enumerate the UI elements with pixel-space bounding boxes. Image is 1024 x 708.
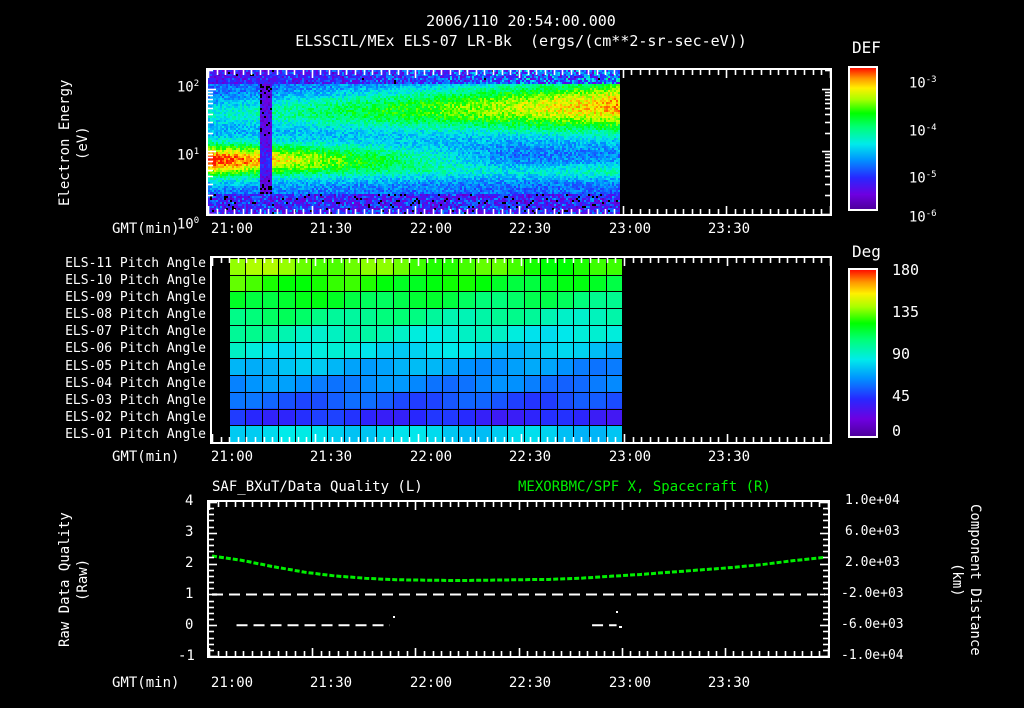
bottom-panel-xlabel: GMT(min) [112,675,180,691]
top-cbar-tick-5: 10-5 [908,170,937,187]
middle-panel-xlabel: GMT(min) [112,449,180,465]
pitch-row-label: ELS-08 Pitch Angle [65,307,206,323]
bot-ytick-left-1: 1 [185,586,194,602]
bot-ytick-right-4: -6.0e+03 [841,617,904,632]
bot-xtick-2: 22:00 [409,675,453,691]
mid-cbar-tick-180: 180 [892,261,920,279]
pitch-row-label: ELS-07 Pitch Angle [65,324,206,340]
bot-ytick-right-1: 6.0e+03 [845,524,900,539]
top-ytick-1: 100 [176,216,200,233]
pitch-row-label: ELS-04 Pitch Angle [65,375,206,391]
bot-ytick-left-4: 4 [185,493,194,509]
middle-colorbar-tick-overlay [848,268,878,438]
bottom-panel-ylabel-left: Raw Data Quality (Raw) [57,512,92,648]
mid-cbar-tick-135: 135 [892,303,920,321]
pitch-row-label: ELS-10 Pitch Angle [65,273,206,289]
top-cbar-tick-6: 10-6 [908,209,937,226]
mid-xtick-4: 23:00 [608,449,652,465]
top-colorbar-title: DEF [852,38,881,57]
top-ytick-10: 101 [176,147,200,164]
top-xtick-5: 23:30 [707,221,751,237]
mid-xtick-5: 23:30 [707,449,751,465]
bot-ytick-left-0: 0 [185,617,194,633]
mid-xtick-0: 21:00 [210,449,254,465]
bottom-panel-title-right: MEXORBMC/SPF X, Spacecraft (R) [518,479,771,495]
top-cbar-tick-3: 10-3 [908,75,937,92]
pitch-row-label: ELS-06 Pitch Angle [65,341,206,357]
top-panel-xlabel: GMT(min) [112,221,180,237]
bottom-panel-ylabel-right: Component Distance (km) [948,504,983,656]
top-ytick-100: 102 [176,79,200,96]
pitch-row-label: ELS-05 Pitch Angle [65,358,206,374]
top-panel-tick-overlay [206,68,832,216]
mid-cbar-tick-0: 0 [892,422,902,440]
top-cbar-tick-4: 10-4 [908,123,937,140]
pitch-row-label: ELS-02 Pitch Angle [65,409,206,425]
bot-ytick-right-0: 1.0e+04 [845,493,900,508]
mid-xtick-3: 22:30 [508,449,552,465]
top-xtick-1: 21:30 [309,221,353,237]
top-xtick-2: 22:00 [409,221,453,237]
pitch-angle-row-labels: ELS-11 Pitch Angle ELS-10 Pitch Angle EL… [58,255,206,443]
bot-ytick-left-2: 2 [185,555,194,571]
bot-xtick-0: 21:00 [210,675,254,691]
mid-xtick-2: 22:00 [409,449,453,465]
pitch-row-label: ELS-03 Pitch Angle [65,392,206,408]
pitch-row-label: ELS-01 Pitch Angle [65,426,206,442]
bot-xtick-1: 21:30 [309,675,353,691]
middle-panel-tick-overlay [210,256,832,444]
top-panel-ylabel: Electron Energy (eV) [57,79,92,207]
pitch-row-label: ELS-11 Pitch Angle [65,256,206,271]
bot-ytick-right-2: 2.0e+03 [845,555,900,570]
mid-xtick-1: 21:30 [309,449,353,465]
mid-cbar-tick-45: 45 [892,387,911,405]
bot-xtick-4: 23:00 [608,675,652,691]
page-title: 2006/110 20:54:00.000 [426,12,616,30]
top-xtick-0: 21:00 [210,221,254,237]
bot-ytick-left-3: 3 [185,524,194,540]
top-colorbar-tick-overlay [848,66,878,211]
middle-colorbar-title: Deg [852,242,881,261]
page-subtitle: ELSSCIL/MEx ELS-07 LR-Bk (ergs/(cm**2-sr… [295,32,747,50]
bot-ytick-left-m1: -1 [178,648,195,664]
bottom-panel-tick-overlay [207,500,830,658]
bot-xtick-3: 22:30 [508,675,552,691]
bot-ytick-right-5: -1.0e+04 [841,648,904,663]
mid-cbar-tick-90: 90 [892,345,911,363]
bot-ytick-right-3: -2.0e+03 [841,586,904,601]
bottom-panel-title-left: SAF_BXuT/Data Quality (L) [212,479,423,495]
top-xtick-3: 22:30 [508,221,552,237]
pitch-row-label: ELS-09 Pitch Angle [65,290,206,306]
top-xtick-4: 23:00 [608,221,652,237]
bot-xtick-5: 23:30 [707,675,751,691]
